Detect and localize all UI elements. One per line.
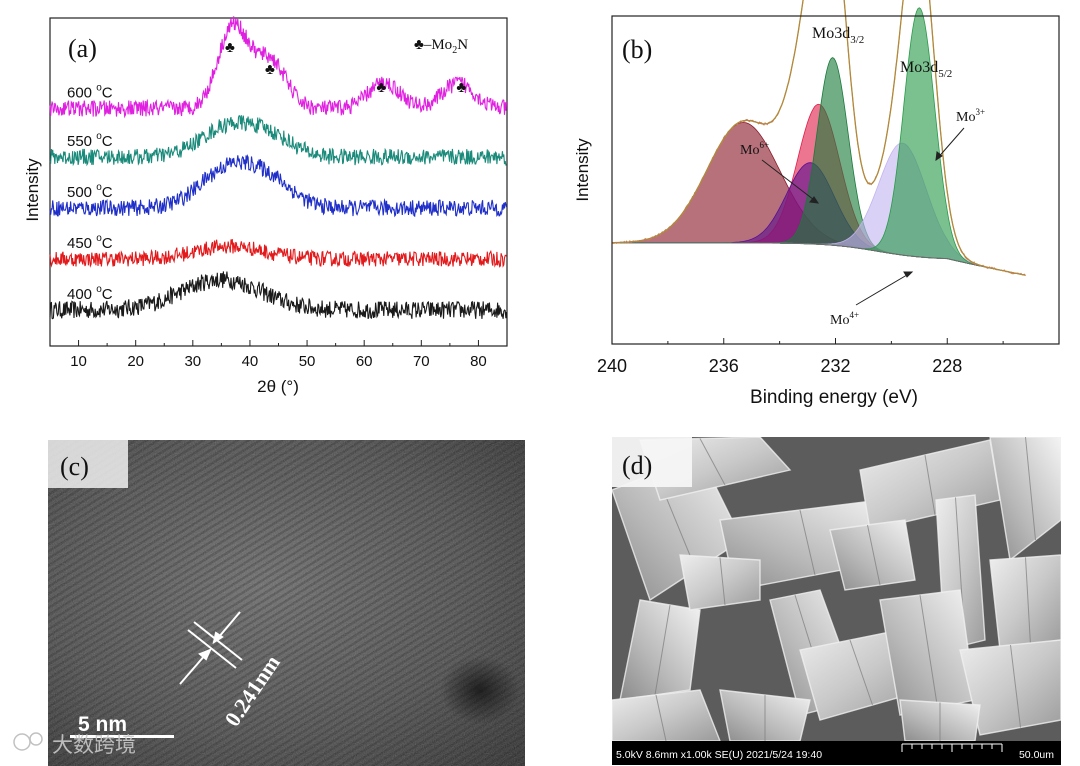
sem-crystal-edge [867, 524, 881, 586]
xps-chart: 240 236 232 228 (b) Intensity Binding energ… [573, 0, 1060, 408]
label-mo4: Mo4+ [830, 310, 859, 328]
label-backing-d [612, 437, 692, 487]
sem-crystal-edge [1025, 557, 1031, 646]
xrd-x-label: 2θ (°) [257, 377, 299, 396]
xps-tick-label: 240 [597, 356, 627, 376]
sem-crystal-edge [1025, 437, 1036, 541]
sem-crystal-edge [655, 694, 667, 742]
label-mo3d52: Mo3d5/2 [900, 59, 952, 80]
sem-info-bar [612, 741, 1061, 765]
xrd-series-label-400: 400 oC [67, 284, 113, 303]
label-backing-c [48, 440, 128, 488]
xps-fit-envelope [612, 0, 1026, 276]
sem-crystal [679, 554, 761, 611]
xrd-series-label-550: 550 oC [67, 131, 113, 150]
xrd-chart: 10 20 30 40 50 60 70 80 ♣ ♣ ♣ ♣ 400 oC 450 oC 500 oC… [23, 16, 508, 396]
panel-label-d: (d) [622, 451, 652, 480]
panel-label-a: (a) [68, 34, 97, 63]
xrd-series-label-500: 500 oC [67, 182, 113, 201]
sem-crystal-edge [849, 639, 873, 706]
club-marker-icon: ♣ [376, 80, 386, 96]
xrd-tick-label: 70 [413, 353, 430, 370]
xrd-tick-label: 30 [184, 353, 201, 370]
club-marker-icon: ♣ [265, 62, 275, 78]
sem-scale-ruler [901, 743, 1003, 752]
xps-tick-label: 228 [932, 356, 962, 376]
sem-image: (d) 5.0kV 8.6mm x1.00k SE(U) 2021/5/24 1… [612, 437, 1061, 765]
xrd-tick-label: 50 [299, 353, 316, 370]
xps-y-label: Intensity [573, 138, 592, 202]
xrd-tick-label: 10 [70, 353, 87, 370]
sem-scale-label: 50.0um [1019, 749, 1054, 761]
sem-crystal [989, 437, 1061, 562]
sem-info-text: 5.0kV 8.6mm x1.00k SE(U) 2021/5/24 19:40 [616, 749, 822, 761]
xps-components [611, 7, 1004, 272]
xrd-series-400 [49, 271, 508, 320]
sem-crystal [989, 554, 1061, 651]
xps-arrows [761, 127, 965, 306]
watermark-logo-icon [13, 733, 31, 751]
xrd-series-500 [49, 154, 508, 218]
xrd-tick-label: 60 [356, 353, 373, 370]
hrtem-noise [48, 440, 525, 766]
label-mo3d32: Mo3d3/2 [812, 25, 864, 46]
club-marker-icon: ♣ [456, 80, 466, 96]
xrd-series-label-450: 450 oC [67, 233, 113, 252]
sem-crystal-edge [799, 509, 816, 576]
sem-crystal-edge [919, 594, 938, 708]
d-spacing-marker [179, 611, 243, 685]
club-marker-icon: ♣ [225, 40, 235, 56]
scale-bar [70, 735, 174, 738]
xps-envelope [611, 0, 1026, 277]
sem-crystal-edge [699, 438, 726, 486]
xps-tick-label: 232 [820, 356, 850, 376]
dark-particle [440, 656, 520, 724]
xrd-series-600 [49, 16, 508, 119]
sem-crystal-edge [924, 454, 936, 516]
xrd-tick-label: 80 [470, 353, 487, 370]
xrd-traces [49, 16, 508, 320]
legend-club-icon: ♣ [414, 37, 424, 53]
xrd-series-550 [49, 114, 507, 167]
label-mo3: Mo3+ [956, 107, 985, 125]
watermark: 大数跨境 [13, 732, 136, 757]
watermark-text: 大数跨境 [52, 734, 136, 757]
sem-crystal [619, 599, 701, 701]
panel-label-b: (b) [622, 35, 652, 64]
xrd-peak-markers: ♣ ♣ ♣ ♣ [225, 40, 466, 96]
xrd-series-450 [49, 239, 507, 268]
scale-bar-label: 5 nm [78, 713, 127, 736]
xps-background-line [612, 242, 1026, 276]
xps-x-axis: 240 236 232 228 [597, 338, 1004, 376]
label-mo6: Mo6+ [740, 140, 769, 158]
sem-crystals [612, 437, 1061, 742]
xrd-tick-label: 20 [127, 353, 144, 370]
panel-label-c: (c) [60, 452, 89, 481]
xrd-legend: ♣–Mo2N [414, 37, 468, 56]
xrd-x-axis: 10 20 30 40 50 60 70 80 [49, 340, 508, 370]
xps-x-label: Binding energy (eV) [750, 387, 918, 408]
xrd-series-labels: 400 oC 450 oC 500 oC 550 oC 600 oC [67, 83, 113, 304]
hrtem-image: (c) 0.241nm 5 nm [48, 440, 525, 766]
xrd-y-label: Intensity [23, 158, 42, 222]
xps-tick-label: 236 [709, 356, 739, 376]
sem-crystal-edge [654, 604, 671, 696]
sem-crystal-edge [719, 557, 726, 606]
sem-crystal-edge [1010, 644, 1021, 728]
sem-crystal [829, 519, 916, 591]
xrd-series-label-600: 600 oC [67, 83, 113, 102]
xrd-tick-label: 40 [242, 353, 259, 370]
